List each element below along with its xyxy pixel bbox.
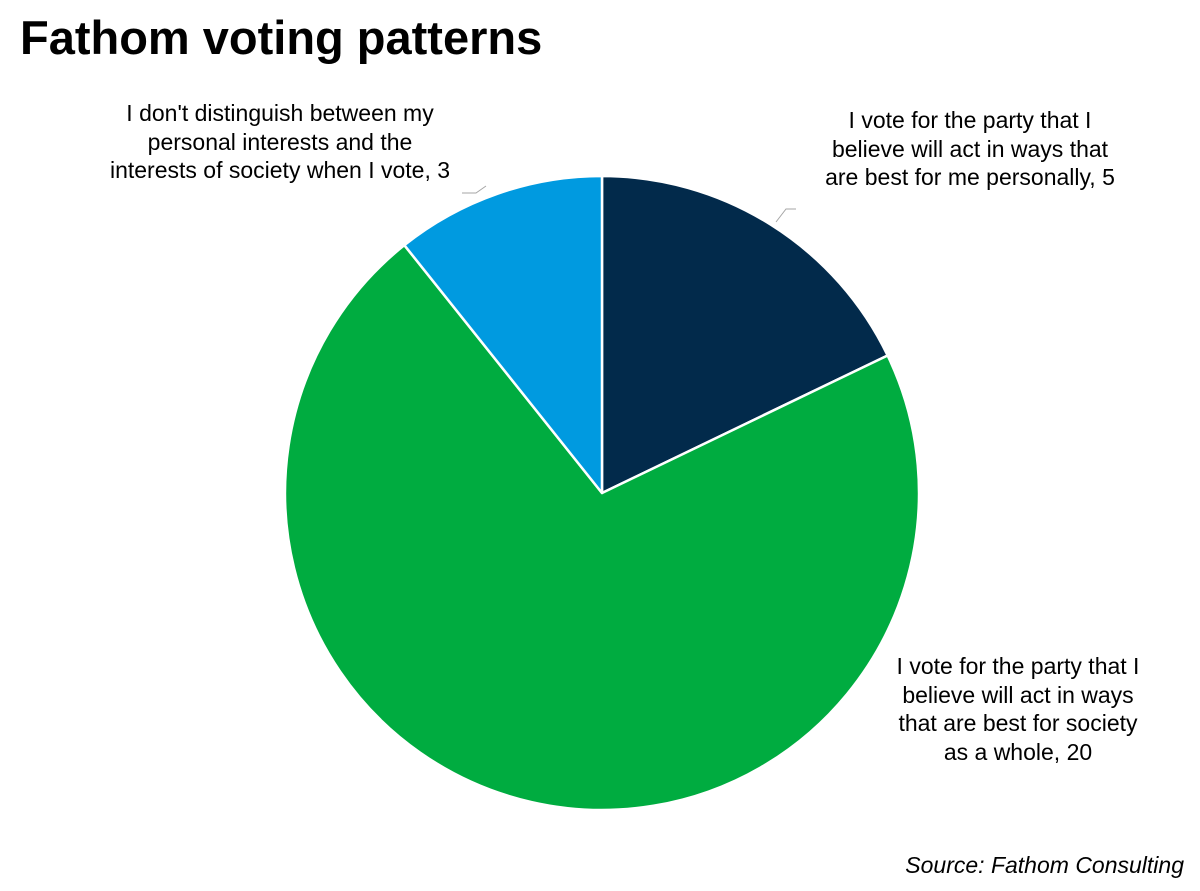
pie-slice-no-distinction bbox=[403, 174, 604, 495]
source-note: Source: Fathom Consulting bbox=[905, 852, 1184, 878]
pie-slice-personal bbox=[600, 174, 889, 495]
slice-label-line: believe will act in ways that bbox=[831, 135, 1109, 162]
leader-line-no-distinction bbox=[462, 185, 487, 194]
slice-label-line: interests of society when I vote, 3 bbox=[109, 157, 451, 183]
pie-slices bbox=[283, 174, 921, 812]
slice-label-line: are best for me personally, 5 bbox=[825, 164, 1115, 190]
slice-label-line: I vote for the party that I bbox=[848, 107, 1092, 133]
slice-label-line: I vote for the party that I bbox=[896, 653, 1140, 679]
pie-slice-society bbox=[283, 243, 921, 812]
slice-label-line: I don't distinguish between my bbox=[126, 100, 434, 126]
slice-label-line: that are best for society bbox=[898, 710, 1138, 736]
slice-label-line: personal interests and the bbox=[147, 128, 413, 155]
chart-title: Fathom voting patterns bbox=[20, 11, 543, 64]
slice-label-no-distinction: I don't distinguish between my personal i… bbox=[70, 99, 490, 185]
slice-label-line: believe will act in ways bbox=[902, 681, 1134, 708]
leader-line-personal bbox=[775, 208, 796, 223]
leader-lines bbox=[462, 185, 796, 223]
slice-label-line: as a whole, 20 bbox=[943, 738, 1093, 765]
